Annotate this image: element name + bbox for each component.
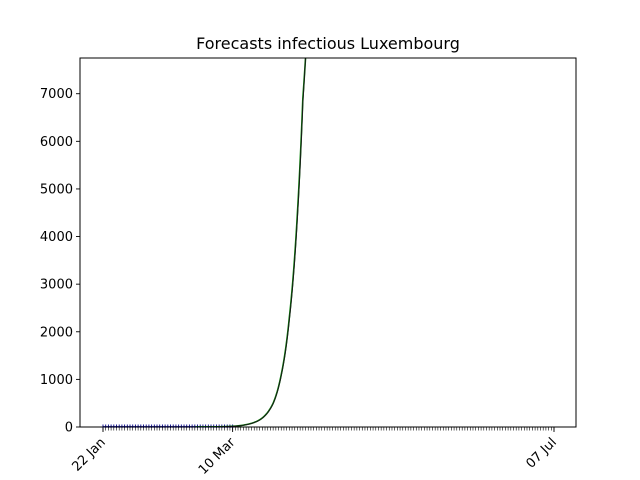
forecast-series-line	[194, 58, 307, 427]
y-tick-label: 6000	[40, 135, 73, 150]
plot-area: 0 1000 2000 3000 4000 5000 6000 7000 22 Jan 10 Ma…	[40, 57, 577, 478]
y-tick-label: 2000	[40, 325, 73, 340]
chart-title: Forecasts infectious Luxembourg	[196, 34, 460, 53]
y-tick-label: 7000	[40, 87, 73, 102]
y-tick-label: 5000	[40, 182, 73, 197]
y-tick-label: 0	[65, 421, 73, 436]
plot-frame	[79, 57, 577, 428]
x-tick-label: 22 Jan	[69, 435, 108, 474]
x-tick-label: 07 Jul	[524, 435, 560, 471]
forecast-series-line-secondary	[194, 58, 307, 427]
y-tick-label: 3000	[40, 278, 73, 293]
y-tick-label: 1000	[40, 373, 73, 388]
x-tick-label: 10 Mar	[196, 435, 239, 478]
y-tick-label: 4000	[40, 230, 73, 245]
